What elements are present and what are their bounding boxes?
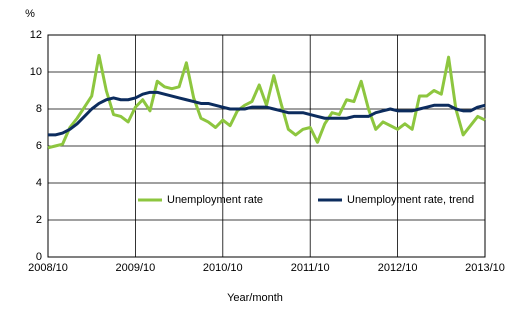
y-tick-label: 2	[36, 214, 42, 226]
y-tick-label: 12	[30, 29, 42, 41]
x-axis-title: Year/month	[227, 292, 283, 304]
series-line	[47, 53, 486, 150]
plot-frame	[47, 34, 486, 258]
y-tick-label: 10	[30, 66, 42, 78]
legend-label: Unemployment rate, trend	[347, 194, 474, 206]
x-tick-label: 2008/10	[28, 262, 68, 274]
legend-label: Unemployment rate	[167, 194, 263, 206]
y-axis-title: %	[25, 8, 35, 20]
x-tick-label: 2013/10	[465, 262, 505, 274]
x-tick-label: 2009/10	[116, 262, 156, 274]
x-tick-label: 2012/10	[378, 262, 418, 274]
y-tick-label: 6	[36, 140, 42, 152]
series-line	[48, 90, 486, 137]
y-tick-label: 8	[36, 103, 42, 115]
y-tick-label: 4	[36, 177, 42, 189]
x-tick-label: 2010/10	[203, 262, 243, 274]
x-tick-label: 2011/10	[291, 262, 330, 274]
y-tick-label: 0	[36, 251, 42, 263]
